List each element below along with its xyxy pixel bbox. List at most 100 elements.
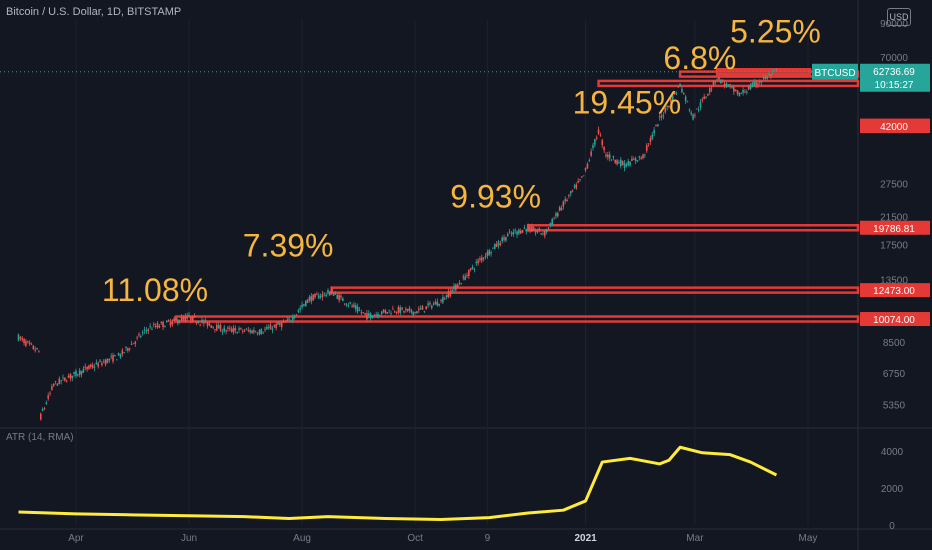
candle-body [662, 115, 665, 117]
atr-axis[interactable]: 4000 2000 0 [881, 447, 904, 532]
candle-body [725, 83, 728, 87]
candle-body [512, 232, 515, 235]
candle-body [555, 213, 557, 217]
candle-body [323, 292, 326, 294]
candle-body [264, 329, 266, 331]
candle-body [764, 77, 767, 80]
symbol-tag: BTCUSD [814, 68, 855, 79]
candle-body [86, 366, 88, 370]
candle-body [169, 321, 172, 326]
candle-body [673, 92, 676, 95]
candle-body [60, 380, 62, 382]
atr-label: ATR (14, RMA) [6, 432, 74, 443]
candle-body [314, 293, 316, 298]
candle-body [649, 138, 652, 142]
candle-body [366, 313, 368, 320]
candle-body [690, 112, 693, 115]
candle-body [532, 227, 535, 231]
candle-body [744, 91, 746, 93]
candle-body [749, 84, 752, 89]
candle-body [458, 282, 461, 285]
candle-body [182, 317, 185, 320]
candle-body [675, 92, 678, 94]
price-tick-label: 21500 [880, 213, 908, 224]
candle-body [380, 311, 383, 315]
candle-body [390, 313, 392, 314]
level-tag-label: 10074.00 [873, 315, 915, 326]
currency-badge[interactable]: USD [887, 8, 911, 26]
candle-body [227, 327, 229, 329]
candle-body [110, 356, 112, 358]
candle-body [301, 304, 303, 308]
candle-body [569, 190, 572, 194]
candle-body [631, 158, 633, 161]
candle-body [408, 308, 411, 311]
candle-body [286, 319, 289, 322]
candle-body [167, 319, 170, 322]
time-axis[interactable]: Apr Jun Aug Oct 9 2021 Mar May [68, 533, 817, 544]
candle-body [464, 276, 466, 281]
candle-body [75, 370, 77, 376]
candle-body [701, 99, 704, 101]
candle-body [684, 96, 687, 101]
candle-body [697, 109, 700, 111]
candle-body [445, 294, 448, 298]
time-tick-label: 2021 [574, 533, 597, 544]
candle-body [392, 308, 394, 310]
level-tag-label: 19786.81 [873, 224, 915, 235]
candle-body [345, 304, 348, 305]
candle-body [584, 167, 587, 171]
candle-body [755, 81, 757, 86]
candle-body [581, 176, 583, 178]
candle-body [616, 160, 618, 165]
candle-body [351, 305, 353, 307]
candle-body [71, 375, 74, 379]
candle-body [304, 300, 307, 307]
candle-body [766, 75, 768, 79]
candle-body [556, 213, 559, 217]
candle-body [475, 262, 478, 264]
price-tick-label: 70000 [880, 53, 908, 64]
candle-body [568, 195, 570, 196]
candle-body [542, 233, 544, 235]
candle-body [115, 359, 118, 361]
candle-body [108, 358, 111, 361]
candle-body [425, 306, 428, 310]
candle-body [277, 322, 279, 325]
candle-body [658, 116, 661, 118]
candle-body [334, 292, 337, 295]
candle-body [430, 306, 433, 309]
candle-body [47, 395, 49, 399]
price-tick-label: 5350 [883, 401, 906, 412]
candle-body [638, 156, 641, 158]
candle-body [321, 293, 324, 298]
candle-body [660, 115, 663, 118]
candle-body [525, 229, 528, 232]
candle-body [419, 308, 422, 309]
candle-body [495, 244, 498, 247]
candle-body [271, 328, 274, 331]
candle-body [471, 266, 474, 269]
candle-body [188, 314, 190, 316]
candle-body [143, 329, 146, 331]
candle-body [123, 352, 125, 354]
candle-body [768, 73, 770, 76]
candle-body [594, 139, 596, 145]
candle-body [736, 90, 739, 95]
candle-body [232, 327, 235, 333]
candle-body [642, 154, 644, 159]
candle-body [127, 348, 129, 351]
candle-body [295, 314, 298, 316]
percent-annotation: 6.8% [663, 40, 736, 76]
candle-body [95, 362, 98, 365]
candle-body [527, 226, 529, 229]
candle-body [573, 185, 576, 187]
candle-body [518, 229, 520, 234]
candle-body [531, 226, 533, 232]
candle-body [482, 257, 485, 259]
candle-body [26, 341, 29, 342]
candle-body [473, 269, 476, 270]
candle-body [306, 299, 309, 303]
candle-body [553, 218, 555, 220]
